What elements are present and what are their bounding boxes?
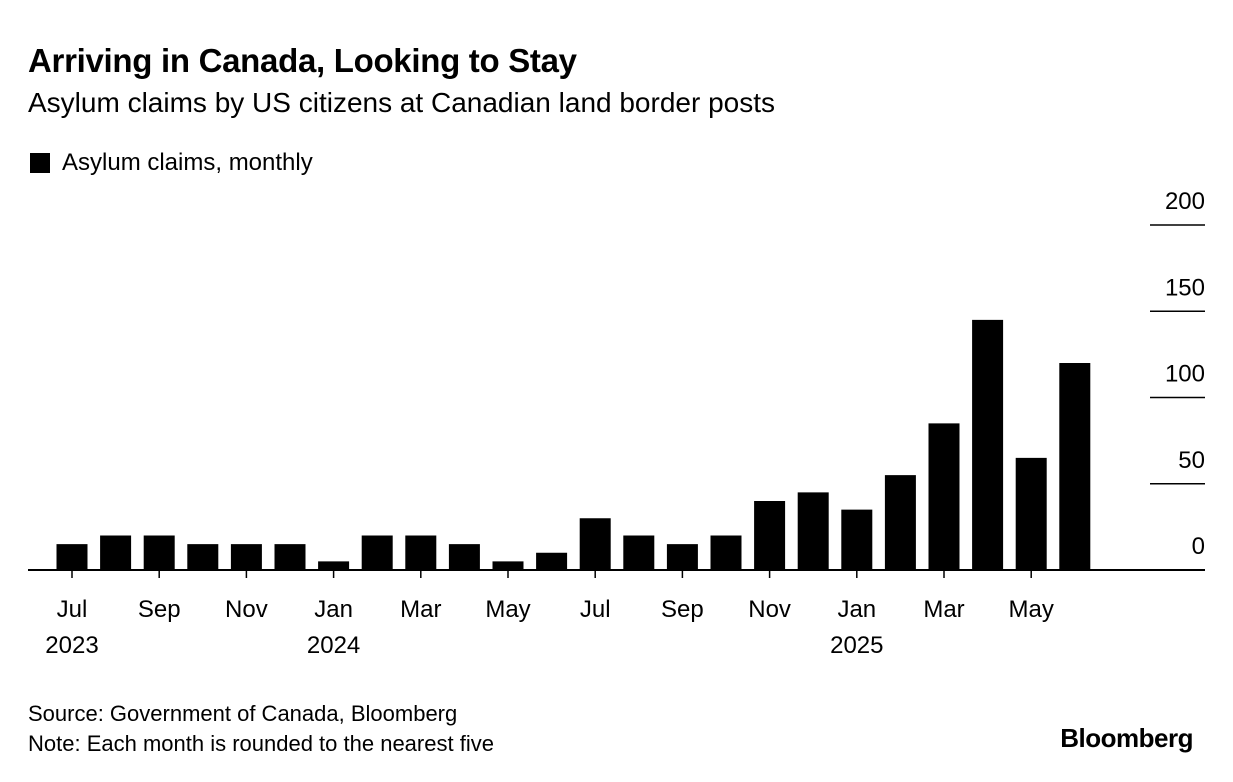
y-tick-label: 0	[1192, 533, 1205, 560]
bar	[884, 475, 916, 570]
bar	[972, 319, 1004, 570]
x-tick-label: Sep	[661, 596, 704, 623]
y-tick-label: 100	[1165, 361, 1205, 388]
bar	[666, 544, 698, 570]
legend: Asylum claims, monthly	[30, 149, 313, 177]
bar	[274, 544, 306, 570]
bar	[448, 544, 480, 570]
y-tick-label: 200	[1165, 188, 1205, 215]
y-tick-label: 50	[1178, 447, 1205, 474]
bar	[143, 535, 175, 570]
footnote: Note: Each month is rounded to the neare…	[28, 731, 494, 756]
bar	[710, 535, 742, 570]
x-year-label: 2023	[45, 632, 98, 659]
chart-title: Arriving in Canada, Looking to Stay	[28, 42, 577, 79]
bar	[361, 535, 393, 570]
bar	[56, 544, 88, 570]
bar	[797, 492, 829, 570]
x-year-label: 2024	[307, 632, 360, 659]
x-tick-label: Nov	[748, 596, 791, 623]
x-tick-label: Jan	[314, 596, 353, 623]
bar	[579, 518, 611, 570]
y-tick-label: 150	[1165, 274, 1205, 301]
x-tick-label: Nov	[225, 596, 268, 623]
bar	[230, 544, 262, 570]
bar	[492, 561, 524, 570]
bar	[318, 561, 350, 570]
x-tick-label: May	[1009, 596, 1054, 623]
bloomberg-logo: Bloomberg	[1060, 723, 1193, 753]
x-tick-label: Jul	[57, 596, 88, 623]
x-tick-label: May	[485, 596, 530, 623]
bar	[928, 423, 960, 570]
source-note: Source: Government of Canada, Bloomberg	[28, 701, 458, 726]
x-tick-label: Sep	[138, 596, 181, 623]
bar	[1059, 363, 1091, 570]
bar	[1015, 457, 1047, 570]
x-tick-label: Mar	[400, 596, 441, 623]
bar	[536, 552, 568, 570]
x-tick-label: Jan	[837, 596, 876, 623]
x-year-label: 2025	[830, 632, 883, 659]
x-tick-label: Jul	[580, 596, 611, 623]
bar	[754, 501, 786, 570]
bar	[187, 544, 219, 570]
legend-label: Asylum claims, monthly	[62, 149, 313, 176]
legend-swatch	[30, 153, 50, 173]
chart-subtitle: Asylum claims by US citizens at Canadian…	[28, 87, 776, 118]
bar	[623, 535, 655, 570]
bar	[841, 509, 873, 570]
bar	[405, 535, 437, 570]
x-tick-label: Mar	[923, 596, 964, 623]
bar	[100, 535, 132, 570]
